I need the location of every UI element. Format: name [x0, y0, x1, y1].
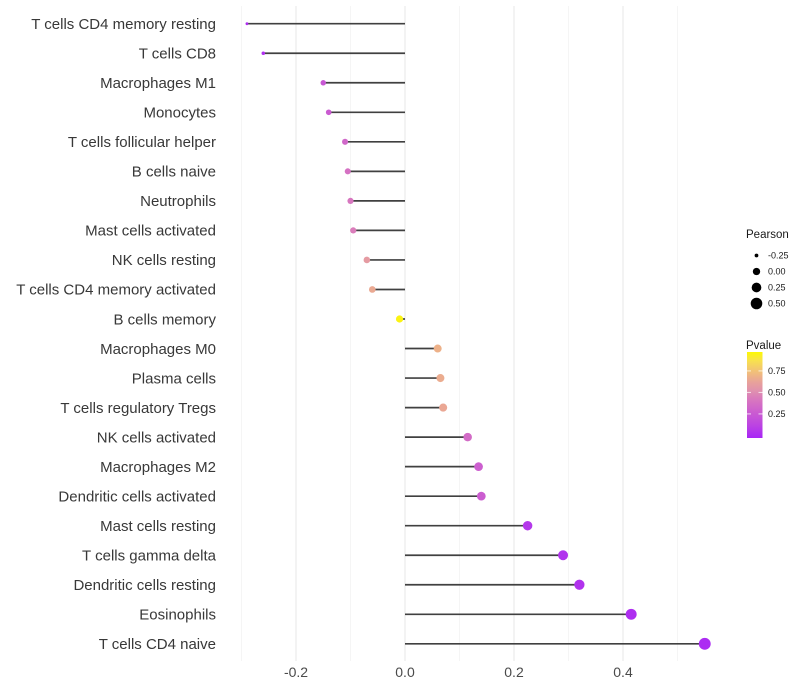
lollipop-dot [261, 51, 266, 56]
lollipop-dot [368, 286, 376, 293]
lollipop-row: Eosinophils [139, 607, 637, 624]
lollipop-dot [476, 491, 486, 501]
lollipop-dot [558, 550, 569, 561]
category-label: NK cells activated [97, 429, 216, 446]
lollipop-row: T cells follicular helper [68, 134, 405, 151]
pearson-legend-dot [752, 267, 761, 276]
category-label: T cells regulatory Tregs [60, 400, 216, 417]
pearson-legend-label: 0.00 [768, 267, 786, 277]
lollipop-row: Dendritic cells resting [73, 577, 585, 594]
lollipop-row: NK cells activated [97, 429, 472, 446]
category-label: T cells follicular helper [68, 134, 216, 151]
category-label: T cells CD4 memory resting [31, 16, 216, 33]
lollipop-dot [698, 637, 711, 650]
category-label: B cells memory [113, 311, 216, 328]
category-label: Dendritic cells resting [73, 577, 216, 594]
lollipop-dot [395, 315, 404, 323]
lollipop-dot [625, 608, 637, 620]
lollipop-dot [433, 344, 442, 353]
pvalue-tick-label: 0.75 [768, 366, 786, 376]
category-label: Neutrophils [140, 193, 216, 210]
pvalue-color-legend: Pvalue 0.75 0.50 0.25 [746, 340, 786, 438]
x-tick-label: 0.0 [395, 664, 415, 680]
lollipop-row: B cells naive [132, 164, 405, 181]
category-label: T cells CD8 [139, 45, 216, 62]
lollipop-row: T cells CD4 memory resting [31, 16, 405, 33]
category-label: Dendritic cells activated [58, 488, 216, 505]
lollipop-row: Plasma cells [132, 370, 445, 387]
category-label: Macrophages M2 [100, 459, 216, 476]
lollipop-row: Macrophages M2 [100, 459, 483, 476]
lollipop-dot [325, 109, 332, 116]
lollipop-row: Dendritic cells activated [58, 488, 486, 505]
category-label: T cells CD4 memory activated [16, 282, 216, 299]
pearson-size-legend: Pearson -0.25 0.00 0.25 0.50 [746, 229, 789, 310]
lollipop-row: T cells gamma delta [82, 547, 569, 564]
lollipop-row: T cells CD4 memory activated [16, 282, 405, 299]
pvalue-colorbar [747, 352, 763, 438]
lollipop-row: NK cells resting [112, 252, 405, 269]
category-label: Macrophages M0 [100, 341, 216, 358]
category-label: Mast cells activated [85, 223, 216, 240]
x-tick-label: -0.2 [284, 664, 308, 680]
category-label: Mast cells resting [100, 518, 216, 535]
lollipop-dot [439, 403, 448, 412]
lollipop-row: Mast cells resting [100, 518, 533, 535]
category-label: T cells CD4 naive [99, 636, 216, 653]
lollipop-row: Neutrophils [140, 193, 405, 210]
lollipop-dot [320, 80, 326, 86]
lollipop-row: Mast cells activated [85, 223, 405, 240]
gridlines [241, 6, 678, 661]
category-label: Plasma cells [132, 370, 216, 387]
pearson-legend-title: Pearson [746, 229, 789, 241]
category-label: Eosinophils [139, 607, 216, 624]
pvalue-legend-title: Pvalue [746, 340, 781, 352]
category-label: NK cells resting [112, 252, 216, 269]
lollipop-dot [474, 462, 483, 471]
pearson-legend-label: 0.25 [768, 283, 786, 293]
lollipop-dot [436, 374, 445, 383]
category-label: T cells gamma delta [82, 547, 217, 564]
lollipop-dot [347, 197, 354, 204]
lollipop-row: T cells CD8 [139, 45, 405, 62]
lollipop-dot [350, 227, 357, 234]
lollipop-dot [463, 432, 472, 442]
lollipop-dot [342, 138, 349, 145]
pearson-legend-label: 0.50 [768, 299, 786, 309]
lollipop-dot [574, 579, 585, 590]
pearson-legend-label: -0.25 [768, 251, 789, 261]
pvalue-tick-label: 0.25 [768, 409, 786, 419]
pearson-legend-dot [754, 253, 759, 258]
category-label: B cells naive [132, 164, 216, 181]
lollipop-row: Macrophages M0 [100, 341, 442, 358]
lollipop-row: T cells regulatory Tregs [60, 400, 448, 417]
x-tick-label: 0.2 [504, 664, 524, 680]
lollipop-rows: T cells CD4 memory resting T cells CD8 Mac… [16, 16, 711, 653]
pearson-legend-dot [750, 297, 763, 310]
lollipop-dot [363, 256, 371, 264]
lollipop-row: Macrophages M1 [100, 75, 405, 92]
lollipop-dot [522, 520, 533, 531]
lollipop-row: T cells CD4 naive [99, 636, 711, 653]
x-tick-label: 0.4 [613, 664, 633, 680]
lollipop-row: B cells memory [113, 311, 405, 328]
pearson-legend-dot [751, 282, 762, 293]
lollipop-dot [344, 168, 351, 175]
category-label: Monocytes [143, 105, 216, 122]
pvalue-tick-label: 0.50 [768, 388, 786, 398]
lollipop-row: Monocytes [143, 105, 405, 122]
category-label: Macrophages M1 [100, 75, 216, 92]
x-axis: -0.2 0.0 0.2 0.4 [284, 664, 633, 680]
lollipop-dot [245, 22, 249, 26]
